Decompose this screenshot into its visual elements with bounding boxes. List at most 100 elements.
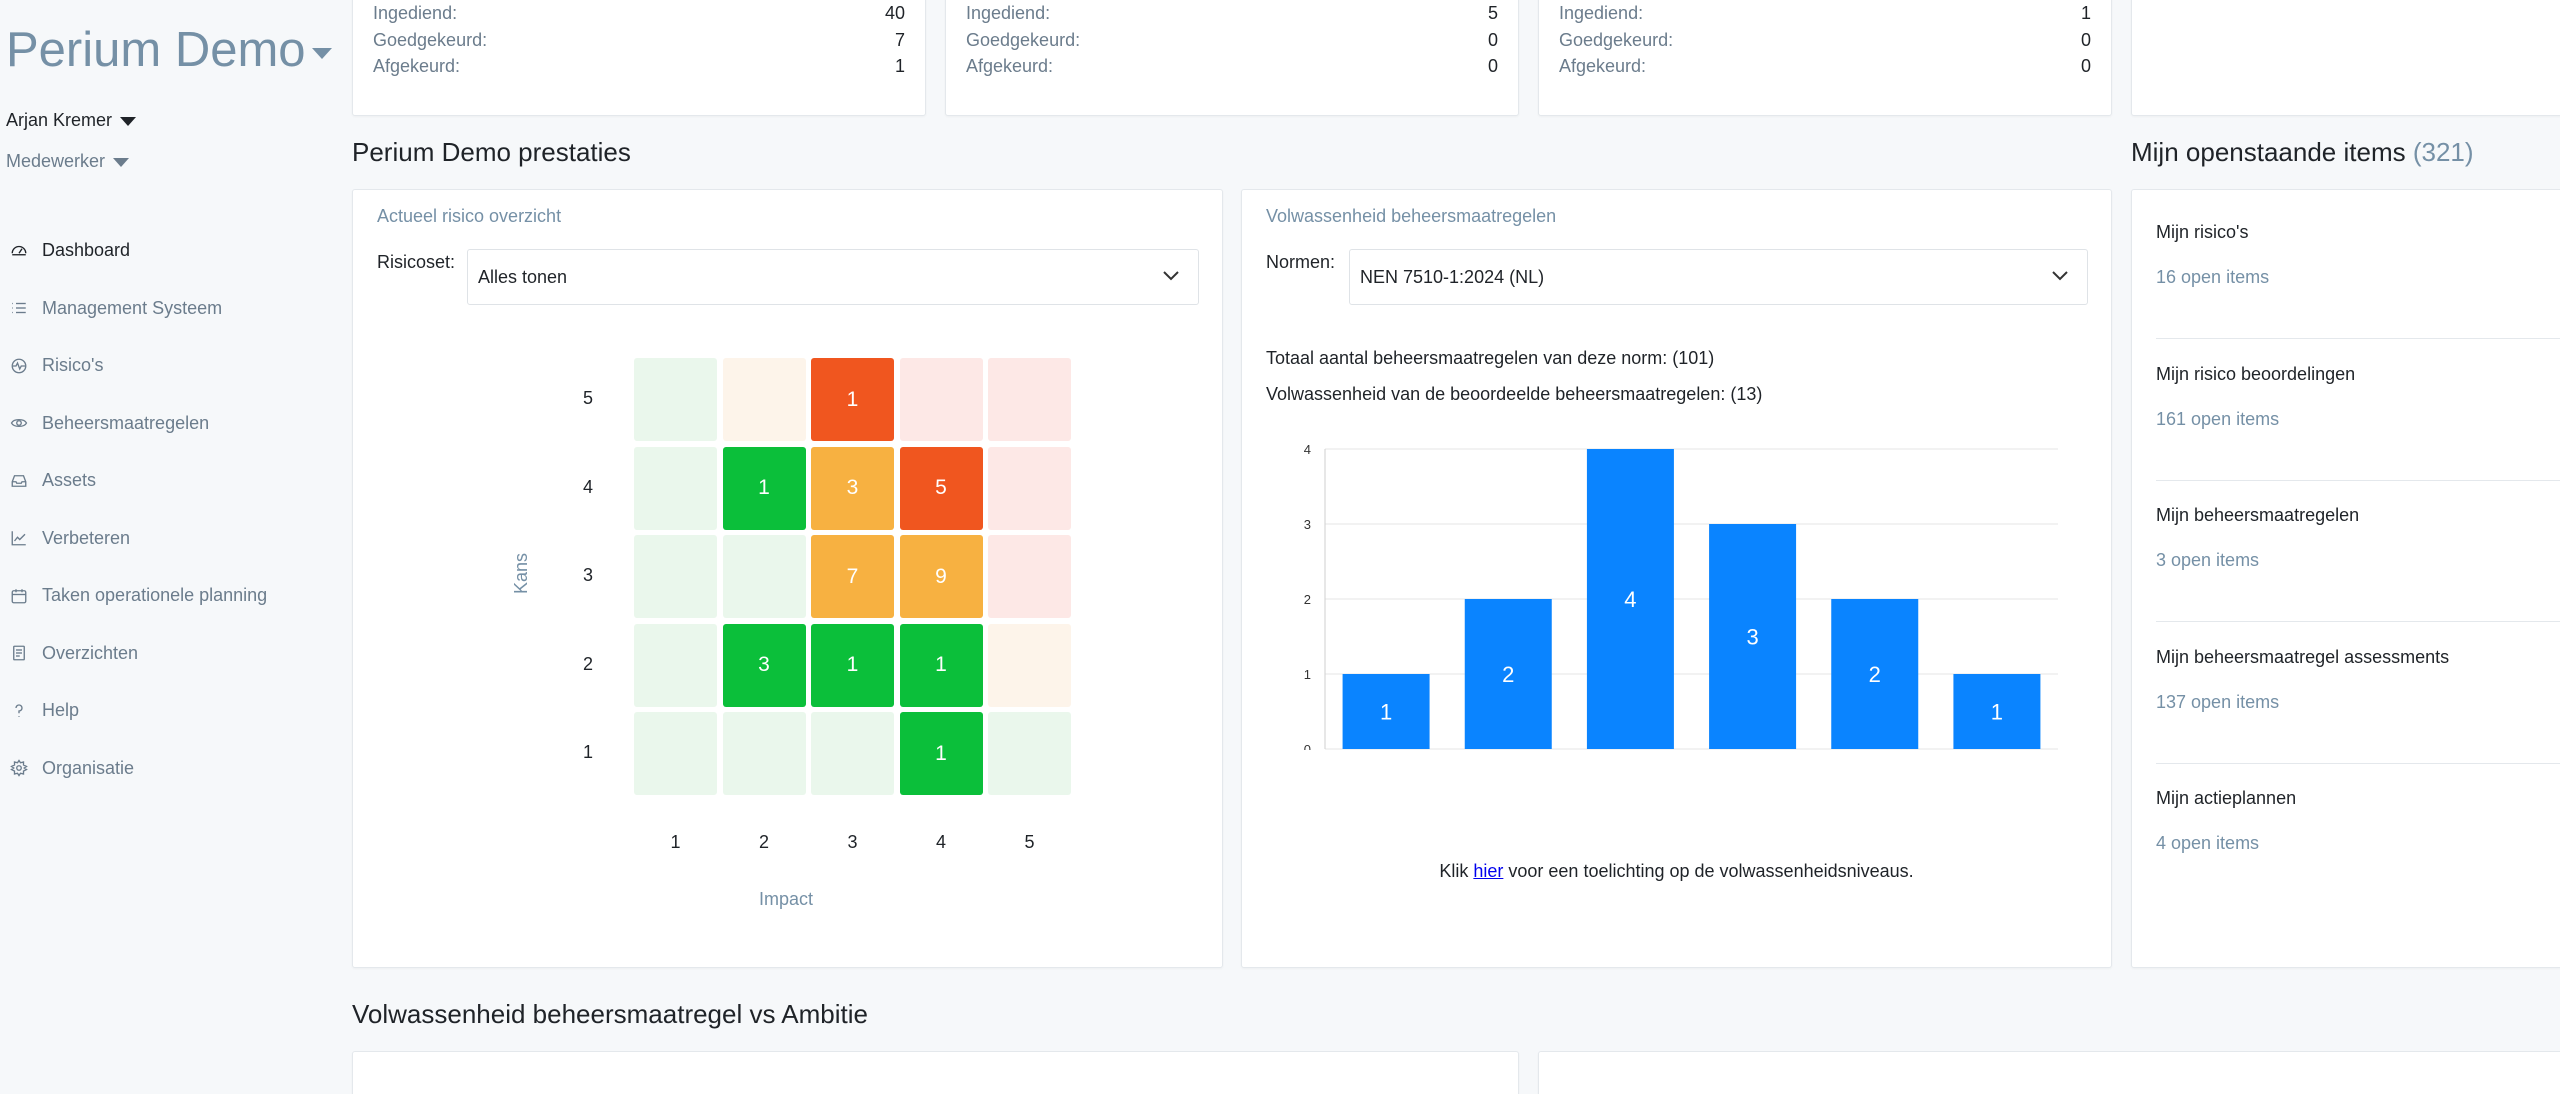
stat-card: Ingediend: 5 Goedgekeurd: 0 Afgekeurd: 0: [945, 0, 1519, 116]
stat-value: 0: [2080, 29, 2091, 50]
bar[interactable]: [1953, 674, 2041, 749]
assessed-value: (13): [1730, 384, 1763, 404]
bar-data-label: 1: [1991, 700, 2003, 725]
total-text: Totaal aantal beheersmaatregelen van dez…: [1266, 348, 1668, 368]
heatmap-cell[interactable]: 1: [811, 623, 894, 707]
document-icon: [8, 642, 30, 664]
user-role: Medewerker: [6, 151, 106, 171]
heatmap-cell: [899, 358, 983, 441]
bar[interactable]: [1831, 599, 1919, 749]
bar[interactable]: [1342, 674, 1430, 749]
bar[interactable]: [1586, 449, 1674, 749]
bar-data-label: 1: [1380, 700, 1392, 725]
heatmap-cell: [634, 712, 717, 795]
chevron-down-icon: [2052, 271, 2068, 281]
maturity-footer: Klik hier voor een toelichting op de vol…: [1242, 861, 2111, 882]
heatmap-cell[interactable]: 3: [722, 623, 806, 707]
open-item: Mijn actieplannen 4 open items: [2156, 788, 2556, 854]
stat-label: Ingediend:: [966, 3, 1051, 23]
sidebar-item-beheersmaatregelen[interactable]: Beheersmaatregelen: [0, 395, 340, 453]
open-item-link[interactable]: 161 open items: [2156, 408, 2280, 429]
normen-select[interactable]: NEN 7510-1:2024 (NL): [1349, 249, 2088, 305]
assessed-text: Volwassenheid van de beoordeelde beheers…: [1266, 384, 1726, 404]
heatmap-cell[interactable]: 1: [899, 623, 983, 707]
sidebar-item-management-systeem[interactable]: Management Systeem: [0, 280, 340, 338]
stat-row: Goedgekeurd: 7: [373, 27, 905, 54]
heatmap-cell[interactable]: 1: [811, 358, 894, 441]
stat-card: Ingediend: 40 Goedgekeurd: 7 Afgekeurd: 1: [352, 0, 926, 116]
bar-data-label: 4: [1624, 587, 1636, 612]
bar-data-label: 2: [1869, 662, 1881, 687]
explanation-link[interactable]: hier: [1473, 861, 1504, 881]
sidebar-item-verbeteren[interactable]: Verbeteren: [0, 510, 340, 568]
stat-value: 0: [2080, 56, 2091, 76]
x-axis-tick: 5: [1024, 832, 1035, 852]
heatmap-cell: [722, 358, 806, 441]
open-item-title: Mijn actieplannen: [2156, 788, 2297, 808]
open-item: Mijn beheersmaatregelen 3 open items: [2156, 505, 2556, 571]
risicoset-select[interactable]: Alles tonen: [467, 249, 1199, 305]
eye-icon: [8, 412, 30, 434]
bar[interactable]: [1709, 524, 1797, 749]
sidebar-item-help[interactable]: Help: [0, 682, 340, 740]
stat-value: 1: [2080, 3, 2091, 23]
stat-row: Ingediend: 1: [1559, 0, 2091, 27]
brand-title: Perium Demo: [6, 23, 306, 77]
role-menu[interactable]: Medewerker: [6, 151, 130, 172]
dashboard-icon: [8, 240, 30, 262]
brand-menu[interactable]: Perium Demo: [6, 22, 332, 78]
open-item-link[interactable]: 137 open items: [2156, 691, 2280, 712]
open-item-link[interactable]: 3 open items: [2156, 550, 2260, 570]
total-value: (101): [1672, 348, 1715, 368]
sidebar-item-dashboard[interactable]: Dashboard: [0, 222, 340, 280]
stat-label: Ingediend:: [373, 3, 458, 23]
heatmap-cell[interactable]: 5: [899, 446, 983, 530]
stat-row: Ingediend: 40: [373, 0, 905, 27]
heatmap-cell: [722, 712, 806, 795]
stat-label: Afgekeurd:: [1559, 56, 1647, 76]
heatmap-cell[interactable]: 1: [722, 446, 806, 530]
heatmap-cell: [811, 712, 894, 795]
stat-row: Goedgekeurd: 0: [1559, 27, 2091, 54]
open-item-title: Mijn beheersmaatregel assessments: [2156, 646, 2450, 667]
open-item-link[interactable]: 16 open items: [2156, 267, 2270, 287]
list-icon: [8, 297, 30, 319]
heatmap-cell[interactable]: 7: [811, 535, 894, 618]
x-axis-title: Impact: [759, 889, 814, 909]
sidebar-item-label: Beheersmaatregelen: [42, 412, 210, 433]
user-menu[interactable]: Arjan Kremer: [6, 110, 137, 131]
y-axis-tick: 1: [582, 742, 593, 762]
footer-pre: Klik: [1439, 861, 1469, 881]
heatmap-cell: [634, 623, 717, 707]
heatmap-cell[interactable]: 9: [899, 535, 983, 618]
sidebar-item-overzichten[interactable]: Overzichten: [0, 625, 340, 683]
caret-down-icon: [113, 157, 130, 167]
sidebar-item-organisatie[interactable]: Organisatie: [0, 740, 340, 798]
sidebar-item-risico-s[interactable]: Risico's: [0, 337, 340, 395]
y-axis-tick: 2: [582, 653, 593, 674]
open-item-link[interactable]: 4 open items: [2156, 833, 2260, 853]
stat-row: Ingediend: 5: [966, 0, 1498, 27]
heatmap-cell: [722, 535, 806, 618]
heatmap-cell[interactable]: 3: [811, 446, 894, 530]
open-item-title: Mijn risico beoordelingen: [2156, 363, 2356, 384]
bar[interactable]: [1464, 599, 1552, 749]
heatmap-cell[interactable]: 1: [899, 712, 983, 795]
inbox-icon: [8, 470, 30, 492]
heatmap-cell: [988, 623, 1071, 707]
sidebar-item-label: Management Systeem: [42, 297, 223, 318]
x-axis-tick: 4: [935, 832, 946, 852]
caret-down-icon: [120, 116, 137, 126]
sidebar-item-taken-operationele-planning[interactable]: Taken operationele planning: [0, 567, 340, 625]
divider: [2156, 479, 2560, 481]
heatmap-cell: [634, 535, 717, 618]
x-axis-tick: 1: [670, 832, 681, 852]
sidebar-item-label: Verbeteren: [42, 527, 131, 548]
stat-value: 1: [894, 56, 905, 76]
stat-label: Ingediend:: [1559, 3, 1644, 23]
open-item: Mijn risico's 16 open items: [2156, 222, 2556, 288]
sidebar-item-assets[interactable]: Assets: [0, 452, 340, 510]
section-title-maturity-vs-ambition: Volwassenheid beheersmaatregel vs Ambiti…: [352, 999, 868, 1029]
sidebar-item-label: Help: [42, 700, 80, 721]
open-item: Mijn risico beoordelingen 161 open items: [2156, 364, 2556, 430]
